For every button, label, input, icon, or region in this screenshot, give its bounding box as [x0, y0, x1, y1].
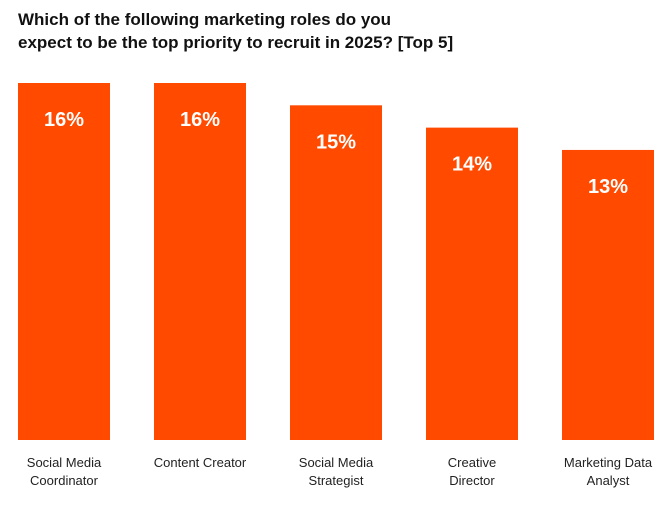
- category-label-3-line-1: Social Media: [299, 455, 374, 470]
- bar-value-label-2: 16%: [180, 109, 220, 131]
- category-label-4-line-1: Creative: [448, 455, 496, 470]
- bar-5: [562, 149, 654, 440]
- bar-value-label-4: 14%: [452, 154, 492, 176]
- bar-value-label-3: 15%: [316, 131, 356, 153]
- bar-value-label-1: 16%: [44, 109, 84, 131]
- bar-2: [154, 83, 246, 440]
- category-label-5-line-1: Marketing Data: [564, 455, 653, 470]
- category-label-4-line-2: Director: [449, 473, 495, 488]
- category-label-3-line-2: Strategist: [309, 473, 364, 488]
- chart-title-line-1: Which of the following marketing roles d…: [18, 10, 392, 29]
- category-label-5-line-2: Analyst: [587, 473, 630, 488]
- chart-title-line-2: expect to be the top priority to recruit…: [18, 33, 454, 52]
- category-label-1-line-2: Coordinator: [30, 473, 99, 488]
- bar-value-label-5: 13%: [588, 176, 628, 198]
- category-label-1-line-1: Social Media: [27, 455, 102, 470]
- bar-4: [426, 127, 518, 440]
- chart-title: Which of the following marketing roles d…: [18, 8, 618, 54]
- bar-3: [290, 105, 382, 440]
- category-label-2-line-1: Content Creator: [154, 455, 247, 470]
- bar-1: [18, 83, 110, 440]
